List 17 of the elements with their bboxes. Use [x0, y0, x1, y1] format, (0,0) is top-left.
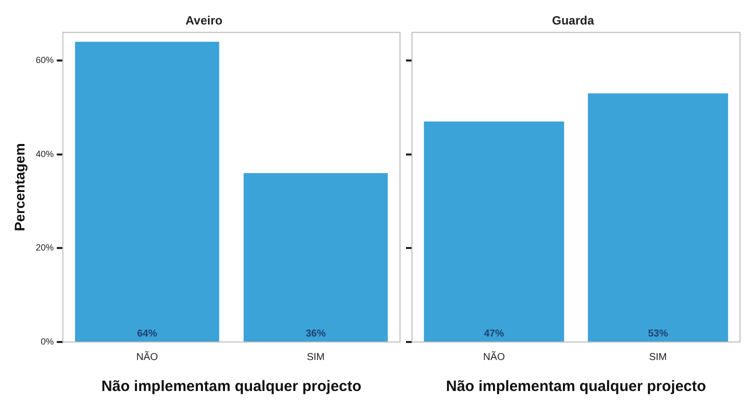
chart-title: Aveiro: [186, 14, 222, 28]
x-axis-title: Não implementam qualquer projecto: [101, 378, 362, 396]
y-tick-label: 60%: [36, 55, 54, 66]
y-tick-label: 40%: [36, 148, 54, 159]
y-tick-label: 20%: [36, 242, 54, 253]
x-tick-label: SIM: [649, 352, 667, 363]
x-axis-title: Não implementam qualquer projecto: [446, 378, 706, 396]
data-label: 47%: [484, 328, 504, 340]
data-label: 53%: [648, 328, 668, 340]
y-axis-title: Percentagem: [11, 143, 28, 232]
x-tick-label: NÃO: [483, 350, 506, 363]
data-label: 36%: [306, 328, 326, 340]
x-tick-label: SIM: [306, 352, 325, 363]
x-tick-label: NÃO: [136, 350, 158, 363]
chart-title: Guarda: [552, 14, 594, 28]
y-tick-label: 0%: [40, 336, 54, 346]
data-label: 64%: [137, 328, 158, 340]
